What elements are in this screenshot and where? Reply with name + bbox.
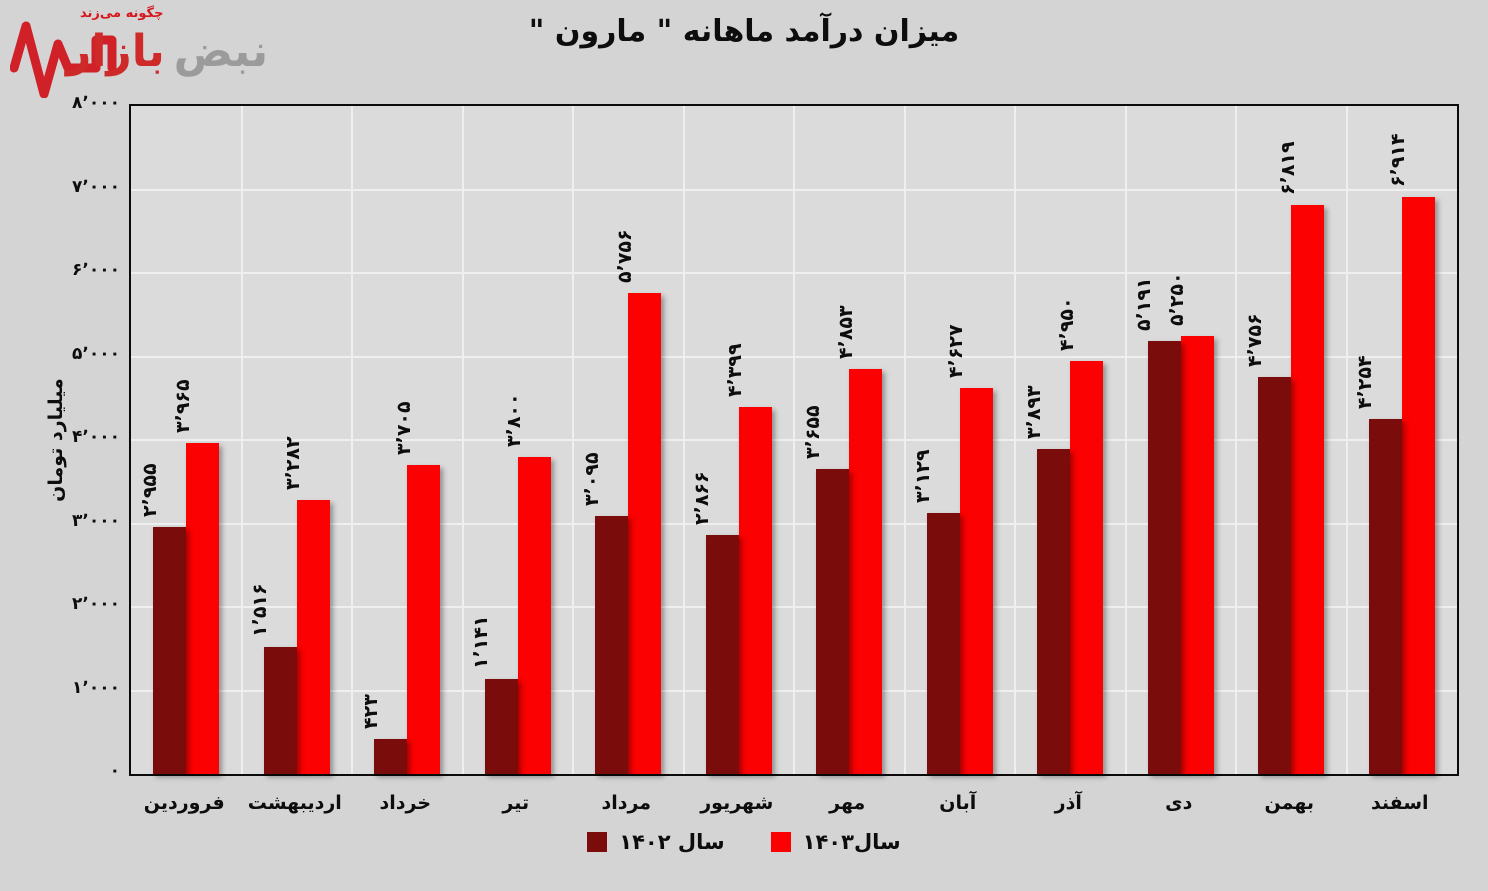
x-tick-6: شهریور — [700, 792, 774, 814]
y-tick-1000: ۱٬۰۰۰ — [72, 677, 120, 698]
x-tick-3: خرداد — [379, 792, 432, 814]
bar-s2-m5 — [628, 293, 662, 774]
bar-s1-m10 — [1147, 340, 1181, 774]
bar-s2-m6 — [738, 406, 772, 774]
bar-s2-m12 — [1401, 196, 1435, 774]
bar-label-s1-m4: ۱٬۱۴۱ — [470, 615, 493, 669]
bar-label-s2-m6: ۴٬۳۹۹ — [724, 343, 747, 397]
bar-s1-m2 — [263, 647, 297, 774]
gridline-v — [351, 106, 353, 774]
bar-label-s1-m9: ۳٬۸۹۳ — [1022, 385, 1045, 439]
bar-s1-m6 — [705, 534, 739, 774]
x-tick-9: آذر — [1054, 792, 1082, 814]
x-tick-7: مهر — [829, 792, 866, 814]
legend-swatch-1402 — [587, 832, 608, 852]
logo-tagline: چگونه می‌زند — [80, 6, 164, 21]
x-tick-8: آبان — [939, 792, 977, 814]
x-tick-11: بهمن — [1264, 792, 1315, 814]
legend: سال ۱۴۰۲ سال۱۴۰۳ — [0, 830, 1488, 854]
bar-s1-m12 — [1368, 418, 1402, 774]
bar-s1-m11 — [1258, 376, 1292, 774]
bar-label-s1-m11: ۴٬۷۵۶ — [1243, 313, 1266, 367]
gridline-v — [572, 106, 574, 774]
x-tick-12: اسفند — [1370, 792, 1429, 814]
bar-label-s2-m7: ۴٬۸۵۳ — [834, 305, 857, 359]
bar-s1-m7 — [816, 468, 850, 774]
x-tick-1: فروردین — [143, 792, 225, 814]
x-tick-5: مرداد — [601, 792, 652, 814]
bar-label-s2-m12: ۶٬۹۱۴ — [1387, 133, 1410, 187]
bar-label-s1-m7: ۳٬۶۵۵ — [801, 405, 824, 459]
gridline-v — [1124, 106, 1127, 774]
legend-item-1403: سال۱۴۰۳ — [770, 830, 901, 854]
bar-s2-m2 — [296, 499, 330, 774]
bar-label-s1-m12: ۴٬۲۵۴ — [1354, 355, 1377, 409]
gridline-v — [1014, 106, 1016, 774]
gridline-v — [1235, 106, 1237, 774]
x-tick-10: دی — [1165, 792, 1193, 814]
bar-s1-m5 — [595, 515, 629, 774]
logo-brand-part2: بازار — [66, 26, 165, 77]
bar-label-s1-m2: ۱٬۵۱۶ — [249, 583, 272, 638]
gridline-v — [903, 106, 906, 774]
y-tick-4000: ۴٬۰۰۰ — [72, 427, 120, 447]
bar-s2-m11 — [1291, 204, 1325, 774]
chart-title: میزان درآمد ماهانه " مارون " — [528, 14, 960, 49]
bar-s2-m10 — [1180, 335, 1214, 774]
gridline-v — [682, 106, 685, 774]
x-tick-4: تیر — [502, 792, 530, 814]
bar-s1-m9 — [1037, 448, 1071, 774]
bar-label-s1-m10: ۵٬۱۹۱ — [1133, 276, 1156, 331]
bar-label-s2-m4: ۳٬۸۰۰ — [503, 393, 526, 447]
plot-area: ۲٬۹۵۵ ۳٬۹۶۵ ۱٬۵۱۶ ۳٬۲۸۲ ۴۲۳ ۳٬۷۰۵ ۱٬۱۴۱ ۳٬۸۰۰ ۳٬… — [129, 104, 1459, 776]
bar-label-s2-m3: ۳٬۷۰۵ — [392, 401, 415, 455]
y-tick-7000: ۷٬۰۰۰ — [72, 176, 120, 197]
y-axis: ۰ ۱٬۰۰۰ ۲٬۰۰۰ ۳٬۰۰۰ ۴٬۰۰۰ ۵٬۰۰۰ ۶٬۰۰۰ ۷٬۰۰۰ ۸٬۰۰… — [0, 93, 122, 781]
legend-label-1402: سال ۱۴۰۲ — [619, 830, 725, 854]
gridline-v — [461, 106, 464, 774]
y-tick-2000: ۲٬۰۰۰ — [72, 594, 120, 614]
bar-label-s2-m9: ۴٬۹۵۰ — [1055, 297, 1078, 351]
bar-s2-m7 — [849, 368, 883, 774]
gridline-v — [240, 106, 243, 774]
bar-s1-m1 — [153, 527, 187, 774]
bar-label-s1-m6: ۲٬۸۶۶ — [691, 471, 714, 525]
bar-label-s1-m8: ۳٬۱۲۹ — [912, 449, 935, 503]
y-tick-3000: ۳٬۰۰۰ — [72, 510, 120, 531]
bar-label-s1-m1: ۲٬۹۵۵ — [138, 463, 161, 518]
bar-label-s2-m1: ۳٬۹۶۵ — [171, 379, 194, 433]
bar-s2-m8 — [959, 387, 993, 774]
bar-label-s2-m8: ۴٬۶۲۷ — [945, 324, 968, 378]
legend-swatch-1403 — [770, 832, 791, 852]
x-tick-2: اردیبهشت — [247, 792, 342, 814]
y-tick-8000: ۸٬۰۰۰ — [72, 93, 120, 113]
y-tick-5000: ۵٬۰۰۰ — [72, 343, 120, 364]
legend-label-1403: سال۱۴۰۳ — [802, 830, 901, 854]
bar-s2-m1 — [186, 442, 220, 774]
gridline-v — [1345, 106, 1348, 774]
bar-label-s2-m5: ۵٬۷۵۶ — [613, 229, 636, 284]
logo-brand-part1: نبض — [173, 26, 269, 77]
heartbeat-icon — [10, 21, 117, 98]
x-axis: فروردین اردیبهشت خرداد تیر مرداد شهریور مهر آبا… — [129, 790, 1455, 824]
bar-s2-m3 — [407, 464, 441, 774]
bar-s2-m9 — [1070, 360, 1104, 774]
bar-label-s2-m2: ۳٬۲۸۲ — [282, 436, 305, 490]
bar-s1-m3 — [374, 738, 408, 774]
gridline-v — [793, 106, 795, 774]
bar-label-s2-m10: ۵٬۲۵۰ — [1166, 272, 1189, 326]
bar-s2-m4 — [517, 456, 551, 774]
bar-label-s2-m11: ۶٬۸۱۹ — [1276, 141, 1299, 195]
bar-s1-m4 — [484, 678, 518, 774]
y-tick-0: ۰ — [109, 761, 120, 781]
bar-s1-m8 — [926, 512, 960, 774]
site-logo: چگونه می‌زند نبض بازار — [8, 4, 268, 98]
y-tick-6000: ۶٬۰۰۰ — [72, 260, 120, 280]
legend-item-1402: سال ۱۴۰۲ — [587, 830, 725, 854]
bar-label-s1-m3: ۴۲۳ — [359, 693, 382, 729]
bar-label-s1-m5: ۳٬۰۹۵ — [580, 451, 603, 506]
logo-brand: نبض بازار — [66, 30, 268, 74]
